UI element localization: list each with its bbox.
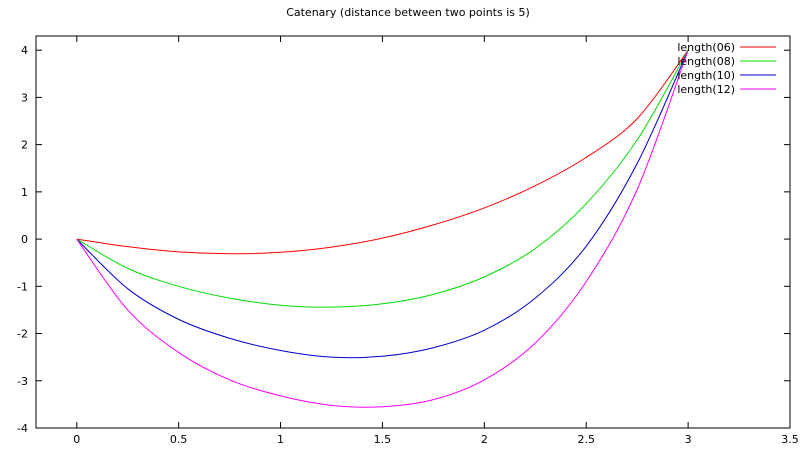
y-tick-label: 1 [21, 186, 28, 199]
y-tick-label: -3 [17, 375, 28, 388]
x-tick-label: 2 [481, 433, 488, 446]
y-tick-label: 4 [21, 44, 28, 57]
axis-ticks: 0 0.5 1 1.5 2 2.5 3 3.5 4 3 2 1 0 -1 -2 -3 -4 [17, 36, 799, 446]
series-line-length-06- [76, 49, 689, 255]
x-tick-label: 1 [277, 433, 284, 446]
chart-title: Catenary (distance between two points is… [286, 6, 530, 19]
series-line-length-08- [76, 49, 689, 308]
y-tick-label: 3 [21, 91, 28, 104]
y-tick-label: -1 [17, 280, 28, 293]
legend-label: length(10) [677, 69, 735, 82]
y-tick-label: -4 [17, 422, 28, 435]
plot-frame [35, 35, 791, 429]
series-line-length-12- [76, 49, 689, 408]
x-tick-label: 3.5 [781, 433, 799, 446]
x-tick-label: 2.5 [577, 433, 595, 446]
x-tick-label: 3 [685, 433, 692, 446]
x-tick-label: 0 [73, 433, 80, 446]
x-tick-label: 0.5 [170, 433, 188, 446]
x-tick-label: 1.5 [374, 433, 392, 446]
legend-label: length(12) [677, 83, 735, 96]
legend: length(06)length(08)length(10)length(12) [677, 41, 776, 96]
y-tick-label: 0 [21, 233, 28, 246]
legend-label: length(06) [677, 41, 735, 54]
series-line-length-10- [76, 49, 689, 359]
legend-label: length(08) [677, 55, 735, 68]
y-tick-label: -2 [17, 328, 28, 341]
y-tick-label: 2 [21, 139, 28, 152]
series-lines [76, 49, 689, 408]
